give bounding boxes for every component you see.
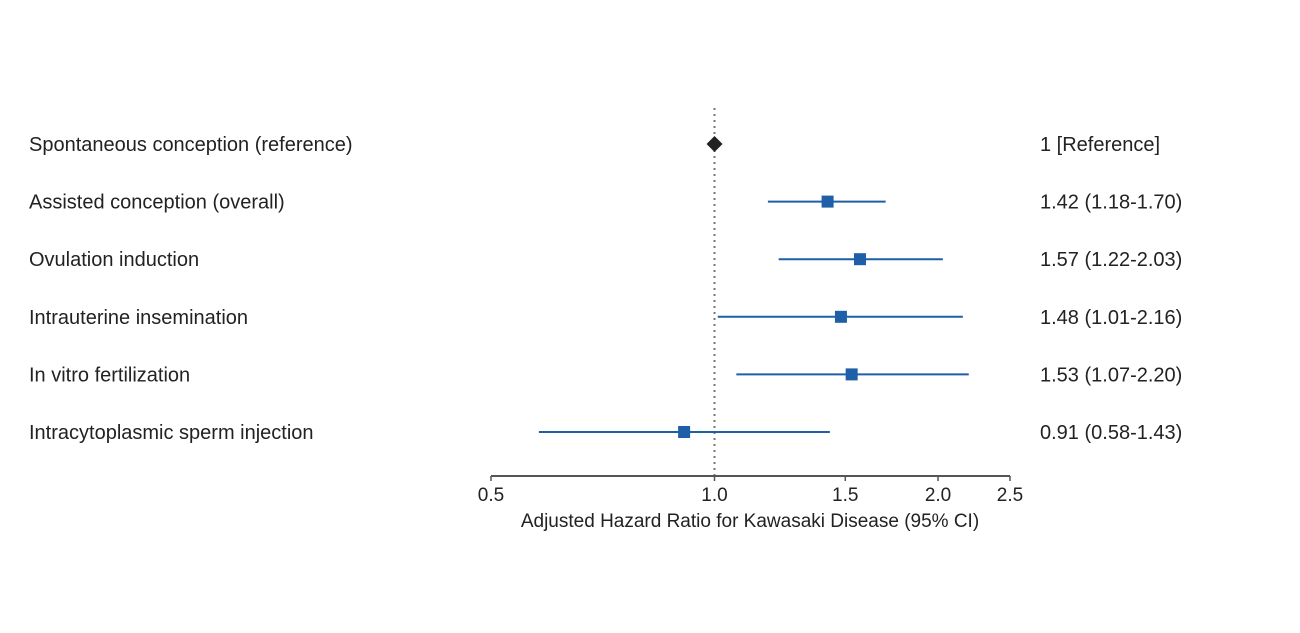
x-tick-label: 2.0 [925,485,951,506]
estimate-marker [821,195,834,208]
estimate-marker [678,426,691,438]
forest-row: Intracytoplasmic sperm injection 0.91 (0.… [29,422,1182,444]
estimate-label: 1.57 (1.22-2.03) [1040,249,1182,271]
estimate-label: 1.53 (1.07-2.20) [1040,364,1182,386]
forest-row: In vitro fertilization 1.53 (1.07-2.20) [29,364,1182,386]
reference-diamond-marker [706,136,723,152]
row-label: In vitro fertilization [29,364,190,386]
forest-row: Spontaneous conception (reference) 1 [Ref… [29,134,1160,156]
x-axis: 0.5 1.0 1.5 2.0 2.5 [478,475,1023,506]
row-label: Assisted conception (overall) [29,192,285,214]
forest-row: Ovulation induction 1.57 (1.22-2.03) [29,249,1182,271]
x-tick-label: 2.5 [997,485,1023,506]
estimate-marker [834,310,847,323]
row-label: Ovulation induction [29,249,199,271]
estimate-label: 0.91 (0.58-1.43) [1040,422,1182,444]
estimate-marker [853,253,866,266]
rows-group: Spontaneous conception (reference) 1 [Ref… [29,134,1182,444]
x-tick-label: 0.5 [478,485,504,506]
row-label: Intrauterine insemination [29,307,248,329]
forest-row: Assisted conception (overall) 1.42 (1.18-… [29,192,1182,214]
row-label: Spontaneous conception (reference) [29,134,353,156]
row-label: Intracytoplasmic sperm injection [29,422,314,444]
estimate-label: 1.48 (1.01-2.16) [1040,307,1182,329]
forest-row: Intrauterine insemination 1.48 (1.01-2.16… [29,307,1182,329]
x-tick-label: 1.0 [701,485,727,506]
x-axis-title: Adjusted Hazard Ratio for Kawasaki Disea… [521,511,979,532]
estimate-label: 1.42 (1.18-1.70) [1040,192,1182,214]
estimate-label: 1 [Reference] [1040,134,1160,156]
estimate-marker [845,368,858,381]
x-tick-label: 1.5 [832,485,858,506]
